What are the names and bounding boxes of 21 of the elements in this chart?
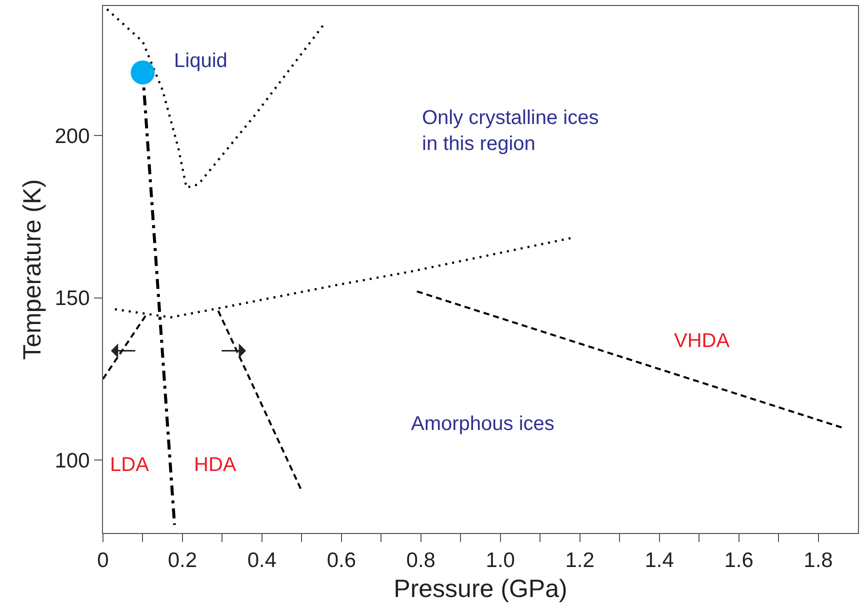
x-tick-label: 1.8: [804, 549, 833, 572]
x-tick-label: 0.8: [406, 549, 436, 572]
annotation: Liquid: [174, 50, 228, 72]
x-axis-title: Pressure (GPa): [394, 575, 568, 604]
annotation: HDA: [194, 454, 237, 476]
y-tick-label: 150: [54, 287, 90, 310]
y-tick-label: 200: [54, 125, 90, 148]
y-tick-label: 100: [54, 449, 90, 472]
x-tick-label: 0: [97, 549, 109, 572]
x-tick-label: 1.4: [644, 549, 674, 572]
x-tick-label: 1.6: [724, 549, 754, 572]
x-tick-label: 0.6: [326, 549, 356, 572]
x-tick-label: 0.2: [168, 549, 198, 572]
annotation: LDA: [110, 454, 150, 476]
x-tick-label: 1.0: [486, 549, 515, 572]
annotation: Only crystalline ices in this region: [422, 107, 599, 155]
x-tick-label: 1.2: [565, 549, 594, 572]
annotation: VHDA: [674, 330, 730, 352]
annotation: Amorphous ices: [411, 413, 554, 435]
y-axis-title: Temperature (K): [18, 179, 47, 360]
x-tick-label: 0.4: [247, 549, 277, 572]
